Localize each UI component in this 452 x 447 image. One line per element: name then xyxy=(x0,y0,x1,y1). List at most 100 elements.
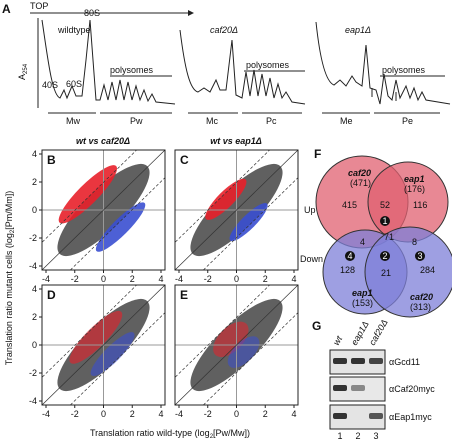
x-tick-label: 2 xyxy=(263,274,268,284)
marker-label: 2 xyxy=(382,251,387,261)
x-tick-label: 2 xyxy=(130,409,135,419)
region-count: 128 xyxy=(340,265,355,275)
region-count: 21 xyxy=(381,268,391,278)
panel-letter: G xyxy=(312,319,321,333)
scatter-title: wt vs caf20Δ xyxy=(76,136,130,146)
venn-label: Down xyxy=(300,254,323,264)
set-count: (471) xyxy=(350,178,371,188)
diagonal xyxy=(42,150,165,270)
diagonal xyxy=(42,285,138,378)
a254-label: A254 xyxy=(17,63,29,80)
y-tick-label: -4 xyxy=(29,396,37,406)
set-count: (153) xyxy=(352,298,373,308)
plot-area xyxy=(42,150,165,270)
x-tick-label: 0 xyxy=(101,409,106,419)
x-tick-label: 0 xyxy=(234,409,239,419)
antibody-label: αGcd11 xyxy=(389,357,420,367)
point-cloud-up xyxy=(58,165,117,224)
markers xyxy=(345,216,425,261)
region-count: 415 xyxy=(342,200,357,210)
point-cloud-down xyxy=(95,202,146,252)
antibody-label: αEap1myc xyxy=(389,412,432,422)
marker-label: 4 xyxy=(347,251,352,261)
venn-label: Up xyxy=(304,205,316,215)
panel-letter: A xyxy=(2,2,11,16)
top-label: TOP xyxy=(30,1,48,11)
plot-area xyxy=(175,150,298,270)
point-cloud-down xyxy=(229,203,268,242)
marker-label: 3 xyxy=(417,251,422,261)
panel-letter: E xyxy=(180,288,188,302)
x-tick-label: -4 xyxy=(42,274,50,284)
peak-label: 40S xyxy=(42,80,58,90)
diagonal xyxy=(175,285,271,378)
x-tick-label: 4 xyxy=(291,274,296,284)
y-tick-label: 2 xyxy=(32,177,37,187)
x-tick-label: -2 xyxy=(71,274,79,284)
point-cloud-down xyxy=(90,332,135,377)
lane-number: 1 xyxy=(337,431,342,441)
diagonal xyxy=(42,285,165,405)
region-count: 116 xyxy=(413,200,427,210)
x-tick-label: 2 xyxy=(263,409,268,419)
profile-trace xyxy=(179,29,306,105)
y-tick-label: -2 xyxy=(29,368,37,378)
fraction-label: Pe xyxy=(402,116,413,126)
diagonal xyxy=(175,150,298,270)
polysomes-label: polysomes xyxy=(382,65,426,75)
diagonal xyxy=(202,177,298,270)
arrow xyxy=(371,88,397,101)
fraction-label: Pc xyxy=(266,116,277,126)
y-tick-label: -2 xyxy=(29,233,37,243)
diagonal xyxy=(175,150,271,243)
x-tick-label: -4 xyxy=(175,274,183,284)
panel-letter: D xyxy=(47,288,56,302)
x-tick-label: -2 xyxy=(204,274,212,284)
y-tick-label: 0 xyxy=(32,340,37,350)
fraction-label: Mc xyxy=(206,116,218,126)
region-count: 8 xyxy=(412,237,417,247)
lane-number: 2 xyxy=(355,431,360,441)
antibody-label: αCaf20myc xyxy=(389,384,435,394)
set-count: (176) xyxy=(404,184,425,194)
set-name: eap1 xyxy=(352,288,373,298)
set-name: caf20 xyxy=(410,292,433,302)
x-tick-label: -4 xyxy=(42,409,50,419)
region-count: 284 xyxy=(420,265,435,275)
x-tick-label: 0 xyxy=(234,274,239,284)
panel-letter: F xyxy=(314,147,321,161)
x-tick-label: -2 xyxy=(204,409,212,419)
point-cloud-up xyxy=(213,321,249,358)
polysomes-label: polysomes xyxy=(246,60,290,70)
x-tick-label: -2 xyxy=(71,409,79,419)
scatter-title: wt vs eap1Δ xyxy=(210,136,262,146)
diagonal xyxy=(69,177,165,270)
set-name: caf20 xyxy=(348,168,371,178)
x-axis-label: Translation ratio wild-type (log2[Pw/Mw]… xyxy=(90,428,250,440)
profile-name: eap1Δ xyxy=(345,25,371,35)
lane-label: caf20Δ xyxy=(367,318,390,347)
profile-trace xyxy=(315,21,451,105)
panel-letter: C xyxy=(180,153,189,167)
arrow-head xyxy=(188,10,194,16)
profile-trace xyxy=(41,19,176,105)
panel-letter: B xyxy=(47,153,56,167)
y-axis-label: Translation ratio mutant cells (log2[Pm/… xyxy=(4,191,16,366)
y-tick-label: 0 xyxy=(32,205,37,215)
set-count: (313) xyxy=(410,302,431,312)
set-name: eap1 xyxy=(404,174,425,184)
peak-label: 60S xyxy=(66,79,82,89)
fraction-label: Me xyxy=(340,116,353,126)
y-tick-label: 4 xyxy=(32,149,37,159)
point-cloud-up xyxy=(69,310,123,364)
x-tick-label: 4 xyxy=(158,274,163,284)
diagonal xyxy=(202,312,298,405)
region-count: 52 xyxy=(380,200,390,210)
point-cloud-down xyxy=(227,336,260,368)
marker-label: 1 xyxy=(382,216,387,226)
blot xyxy=(329,349,386,430)
diagonal xyxy=(69,312,165,405)
x-tick-label: 0 xyxy=(101,274,106,284)
